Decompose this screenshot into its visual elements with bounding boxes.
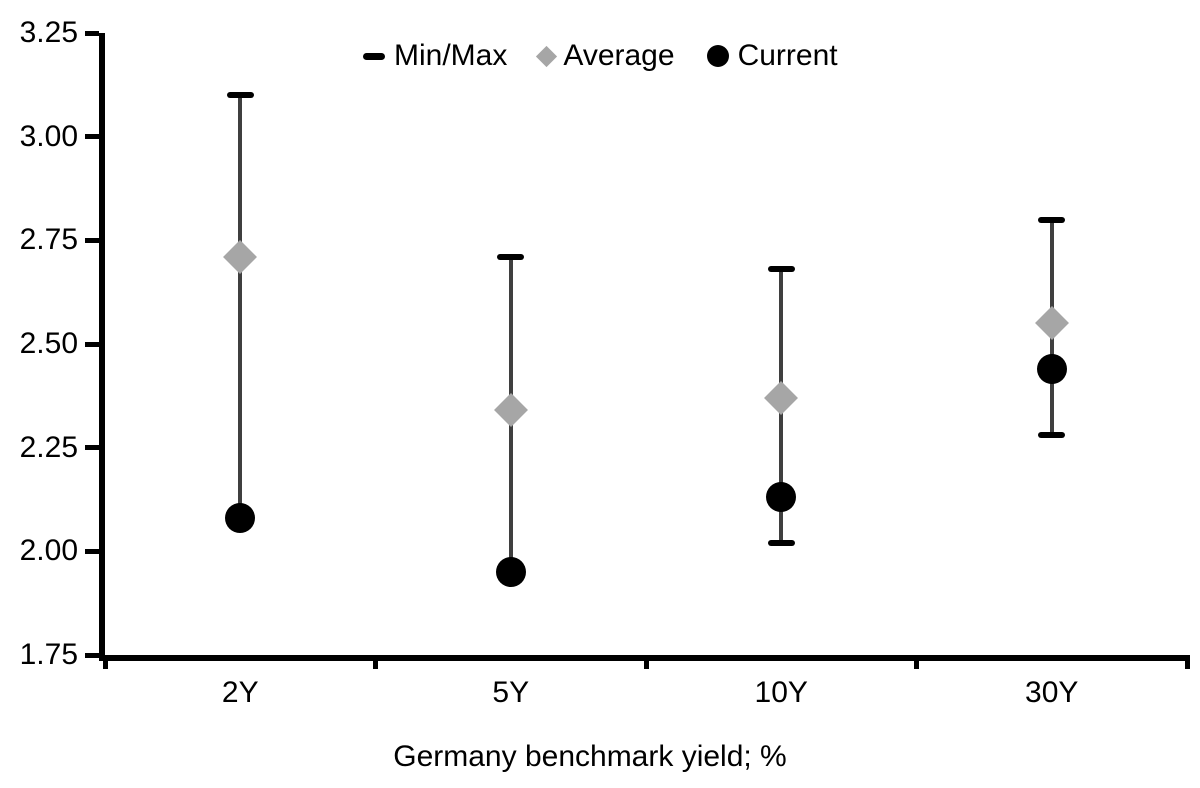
y-tick-label: 1.75	[19, 638, 78, 671]
current-marker-2y	[225, 503, 256, 534]
whisker-2y	[238, 95, 243, 519]
x-tick-label-30y: 30Y	[1025, 676, 1079, 709]
dash-icon	[363, 52, 385, 60]
x-tick-label-5y: 5Y	[492, 676, 530, 709]
current-marker-10y	[766, 482, 797, 513]
y-tick-label: 3.00	[19, 119, 78, 153]
max-cap-30y	[1038, 216, 1066, 223]
current-marker-30y	[1036, 353, 1067, 384]
y-tick-mark	[85, 548, 99, 554]
y-tick-label: 3.25	[19, 16, 78, 49]
max-cap-5y	[497, 253, 525, 260]
y-tick-mark	[85, 445, 99, 451]
x-tick-mark	[102, 655, 108, 669]
current-marker-5y	[495, 557, 526, 588]
y-tick-label: 2.75	[19, 223, 78, 257]
plot-area	[99, 33, 1187, 661]
y-tick-mark	[85, 652, 99, 658]
x-tick-mark	[1184, 655, 1190, 669]
x-tick-label-10y: 10Y	[754, 676, 808, 709]
y-tick-mark	[85, 134, 99, 140]
legend-item-average: Average	[536, 39, 675, 72]
x-axis-title: Germany benchmark yield; %	[393, 740, 787, 773]
x-tick-label-2y: 2Y	[221, 676, 259, 709]
min-cap-10y	[767, 540, 795, 547]
y-tick-label: 2.00	[19, 534, 78, 568]
y-tick-mark	[85, 341, 99, 347]
y-tick-mark	[85, 30, 99, 36]
x-tick-mark	[914, 655, 919, 669]
x-tick-mark	[643, 655, 649, 669]
legend-label: Min/Max	[394, 39, 508, 72]
y-tick-mark	[85, 237, 99, 243]
chart-legend: Min/Max Average Current	[363, 40, 838, 72]
legend-label: Current	[737, 39, 838, 72]
legend-item-current: Current	[706, 39, 838, 72]
min-cap-30y	[1038, 432, 1066, 439]
x-tick-mark	[373, 655, 378, 669]
max-cap-10y	[767, 266, 795, 273]
circle-icon	[706, 45, 729, 67]
legend-item-min-max: Min/Max	[363, 40, 507, 72]
y-tick-label: 2.25	[19, 430, 78, 464]
legend-label: Average	[563, 39, 675, 72]
y-tick-label: 2.50	[19, 327, 78, 360]
max-cap-2y	[226, 92, 254, 99]
